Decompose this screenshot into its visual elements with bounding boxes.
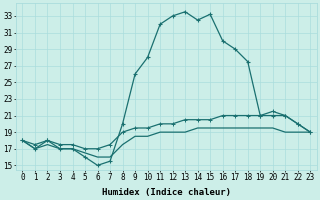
X-axis label: Humidex (Indice chaleur): Humidex (Indice chaleur) xyxy=(102,188,231,197)
